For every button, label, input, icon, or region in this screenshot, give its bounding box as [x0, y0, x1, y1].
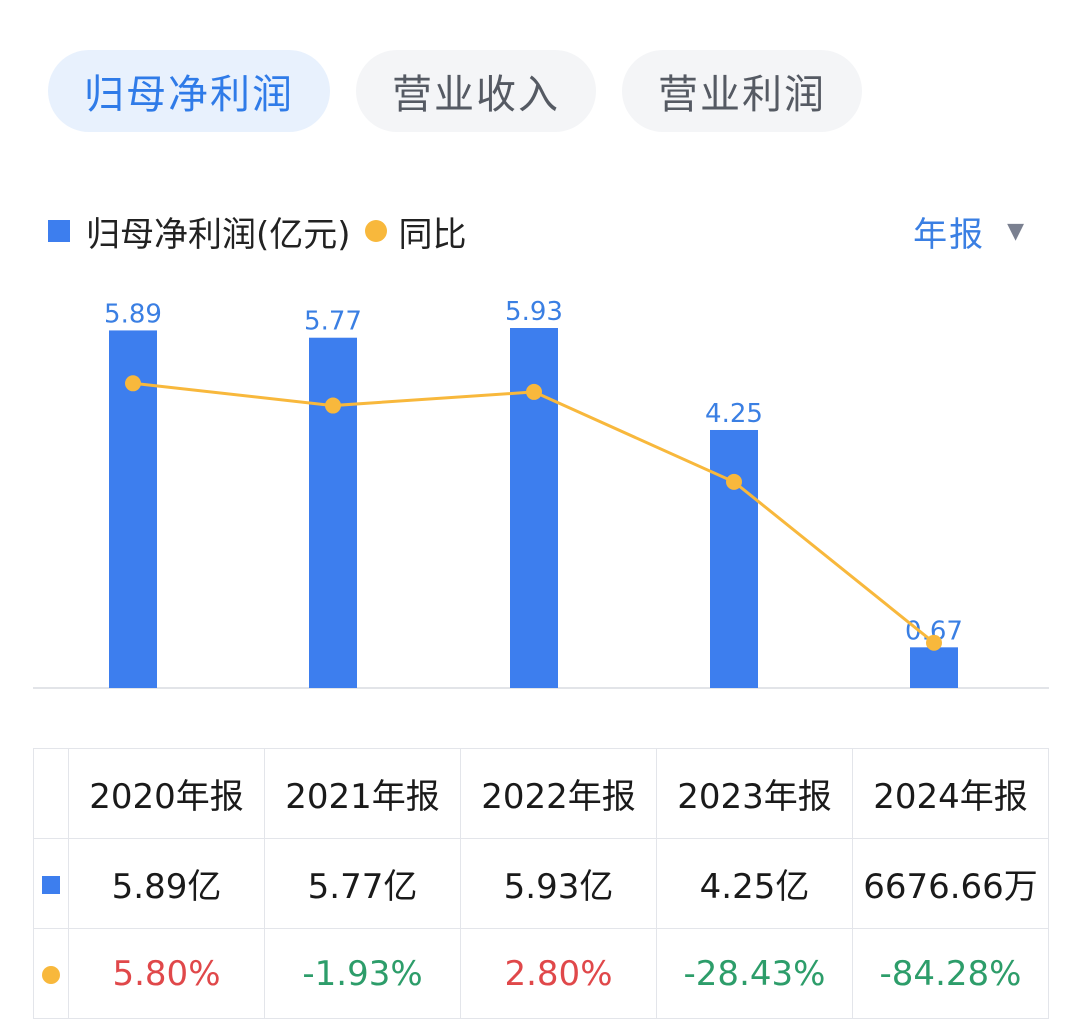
table-header-cell: 2024年报 [852, 748, 1049, 839]
yoy-point-2022年报 [526, 383, 542, 400]
metric-tabs: 归母净利润 营业收入 营业利润 [48, 50, 862, 132]
caret-down-icon: ▼ [1007, 218, 1026, 244]
tab-operating-profit[interactable]: 营业利润 [622, 50, 862, 132]
dot-marker-icon [42, 966, 60, 984]
bar-legend-label: 归母净利润(亿元) [86, 214, 351, 255]
bar-marker-icon [42, 876, 60, 894]
tab-net-profit[interactable]: 归母净利润 [48, 50, 330, 132]
period-dropdown[interactable]: 年报 ▼ [913, 206, 1026, 256]
line-legend-label: 同比 [398, 214, 467, 255]
table-cell: 5.80% [68, 928, 265, 1019]
table-cell: 2.80% [460, 928, 657, 1019]
table-header-cell: 2021年报 [264, 748, 461, 839]
tab-revenue[interactable]: 营业收入 [356, 50, 596, 132]
bar-value-label: 5.77 [304, 307, 362, 337]
yoy-point-2021年报 [325, 397, 341, 414]
data-table: 2020年报 2021年报 2022年报 2023年报 2024年报 5.89亿… [33, 748, 1049, 1019]
table-cell: -28.43% [656, 928, 853, 1019]
table-header-cell: 2020年报 [68, 748, 265, 839]
bar-value-label: 5.89 [104, 299, 162, 329]
bar-value-label: 5.93 [505, 297, 563, 327]
profit-chart: 5.89 5.77 5.934.250.67 [33, 297, 1049, 689]
table-cell: 6676.66万 [852, 838, 1049, 929]
table-header-cell: 2023年报 [656, 748, 853, 839]
line-legend-icon [364, 220, 387, 242]
table-cell: -84.28% [852, 928, 1049, 1019]
table-corner-cell [33, 748, 69, 839]
table-header-row: 2020年报 2021年报 2022年报 2023年报 2024年报 [33, 748, 1049, 839]
bar-2024年报 [910, 647, 958, 688]
yoy-point-2023年报 [726, 473, 742, 490]
table-row-yoy: 5.80% -1.93% 2.80% -28.43% -84.28% [33, 928, 1049, 1019]
table-row-profit: 5.89亿 5.77亿 5.93亿 4.25亿 6676.66万 [33, 838, 1049, 929]
bar-2023年报 [710, 429, 758, 688]
table-header-cell: 2022年报 [460, 748, 657, 839]
table-cell: 4.25亿 [656, 838, 853, 929]
table-cell: -1.93% [264, 928, 461, 1019]
yoy-marker-cell [33, 928, 69, 1019]
chart-legend: 归母净利润(亿元) 同比 [48, 206, 467, 256]
period-value: 年报 [913, 214, 986, 255]
bar-2021年报 [309, 337, 357, 688]
yoy-point-2020年报 [125, 375, 141, 392]
table-cell: 5.89亿 [68, 838, 265, 929]
table-cell: 5.93亿 [460, 838, 657, 929]
table-cell: 5.77亿 [264, 838, 461, 929]
yoy-point-2024年报 [926, 634, 942, 651]
bar-legend-icon [48, 220, 70, 242]
bar-value-label: 4.25 [705, 399, 763, 429]
bar-2022年报 [510, 328, 558, 688]
profit-marker-cell [33, 838, 69, 929]
